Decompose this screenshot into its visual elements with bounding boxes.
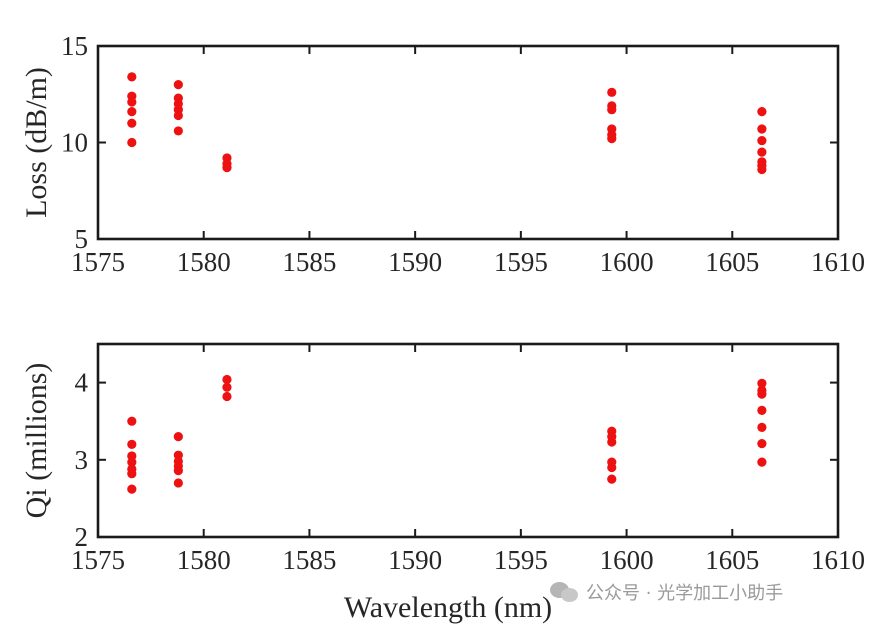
data-point <box>127 72 137 82</box>
x-tick-label: 1600 <box>600 247 654 277</box>
data-point <box>173 466 183 476</box>
x-tick-label: 1575 <box>71 247 125 277</box>
data-point <box>173 478 183 488</box>
data-point <box>757 405 767 415</box>
data-point <box>127 97 137 107</box>
data-point <box>127 457 137 467</box>
x-tick-label: 1580 <box>177 247 231 277</box>
data-point <box>757 378 767 388</box>
y-tick-label: 3 <box>75 445 89 475</box>
y-axis-label: Qi (millions) <box>20 363 53 519</box>
plot-frame <box>96 342 840 539</box>
data-point <box>127 484 137 494</box>
data-point <box>173 80 183 90</box>
data-point <box>222 391 232 402</box>
data-point <box>127 118 137 128</box>
x-tick-label: 1605 <box>705 247 759 277</box>
y-axis-label: Loss (dB/m) <box>20 67 53 218</box>
data-point <box>173 432 183 442</box>
data-point <box>127 439 137 449</box>
data-point <box>222 374 232 385</box>
x-tick-label: 1590 <box>388 247 442 277</box>
qi-panel: 1575 1580 1585 1590 1595 1600 1605 1610 2 3 4 Qi (m… <box>20 342 865 624</box>
data-point <box>222 382 232 392</box>
data-point <box>127 469 137 479</box>
y-tick-label: 5 <box>75 224 89 254</box>
data-point <box>757 457 767 467</box>
plot-frame <box>96 44 840 241</box>
x-tick-label: 1585 <box>282 545 336 575</box>
x-tick-label: 1610 <box>811 247 865 277</box>
data-point <box>607 462 617 473</box>
watermark: 公众号 · 光学加工小助手 <box>550 576 783 608</box>
data-point <box>757 438 767 449</box>
data-point <box>757 422 767 432</box>
y-tick-label: 10 <box>61 128 88 158</box>
data-point <box>757 107 767 117</box>
data-point <box>173 110 183 121</box>
data-point <box>127 107 137 117</box>
y-tick-label: 4 <box>75 368 89 398</box>
data-point <box>757 164 767 175</box>
data-point <box>757 389 767 399</box>
x-tick-label: 1595 <box>494 247 548 277</box>
data-point <box>173 126 183 136</box>
y-tick-label: 2 <box>75 522 89 552</box>
x-tick-label: 1595 <box>494 545 548 575</box>
data-point <box>607 474 617 484</box>
data-point <box>222 162 232 173</box>
x-tick-label: 1600 <box>600 545 654 575</box>
x-tick-label: 1605 <box>705 545 759 575</box>
loss-panel: 1575 1580 1585 1590 1595 1600 1605 1610 5 10 15 Los… <box>20 31 865 277</box>
data-point <box>757 124 767 134</box>
x-tick-label: 1590 <box>388 545 442 575</box>
x-tick-label: 1610 <box>811 545 865 575</box>
y-tick-label: 15 <box>61 31 88 61</box>
data-point <box>607 437 617 447</box>
x-tick-label: 1575 <box>71 545 125 575</box>
data-point <box>607 87 617 97</box>
data-point <box>127 416 137 426</box>
watermark-text: 公众号 · 光学加工小助手 <box>586 583 784 604</box>
data-point <box>757 135 767 146</box>
x-tick-label: 1580 <box>177 545 231 575</box>
wechat-icon <box>550 580 580 604</box>
data-point <box>607 134 617 144</box>
data-point <box>607 105 617 115</box>
data-point <box>127 137 137 148</box>
x-axis-label: Wavelength (nm) <box>344 591 552 624</box>
data-point <box>757 147 767 157</box>
x-tick-label: 1585 <box>282 247 336 277</box>
